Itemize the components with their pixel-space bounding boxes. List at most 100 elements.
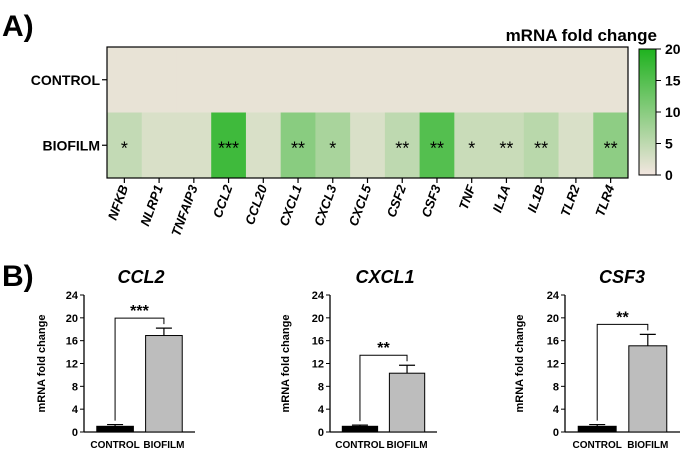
y-tick-label: 12 bbox=[547, 359, 559, 371]
significance-mark: ** bbox=[395, 138, 409, 158]
y-axis-label: mRNA fold change bbox=[280, 315, 292, 413]
panel-label-a: A) bbox=[2, 10, 34, 43]
heatmap-cell bbox=[141, 112, 177, 179]
heatmap-cell bbox=[489, 112, 525, 179]
y-tick-label: 24 bbox=[312, 290, 325, 302]
heatmap-cell bbox=[315, 112, 351, 179]
heatmap-cell bbox=[593, 112, 629, 179]
significance-mark: * bbox=[468, 138, 475, 158]
y-tick-label: 16 bbox=[547, 336, 559, 348]
bar-chart-cxcl1: CXCL1 mRNA fold change 0 4 8 12 16 20 24 CONTROL B… bbox=[280, 267, 437, 451]
column-label: CSF2 bbox=[384, 182, 410, 219]
y-tick-label: 4 bbox=[553, 404, 560, 416]
significance-mark: ** bbox=[499, 138, 513, 158]
heatmap-cell bbox=[211, 47, 247, 113]
bar bbox=[145, 335, 183, 433]
significance-bracket bbox=[596, 323, 649, 421]
bar bbox=[388, 372, 426, 433]
column-label: NFKB bbox=[105, 183, 131, 222]
panel-label-b: B) bbox=[2, 260, 34, 293]
y-tick-label: 16 bbox=[312, 336, 324, 348]
heatmap-cell bbox=[593, 47, 629, 113]
x-tick-label: CONTROL bbox=[90, 440, 139, 451]
column-label: CCL2 bbox=[210, 182, 236, 220]
bar-chart-csf3: CSF3 mRNA fold change 0 4 8 12 16 20 24 CONTROL BI… bbox=[514, 267, 680, 451]
column-label: IL1B bbox=[524, 183, 548, 215]
heatmap-cell bbox=[245, 47, 282, 113]
column-label: NLRP1 bbox=[137, 183, 166, 228]
colorbar-tick-label: 20 bbox=[665, 41, 681, 57]
row-label: CONTROL bbox=[31, 72, 101, 88]
column-label: CXCL3 bbox=[311, 182, 340, 228]
significance-mark: ** bbox=[534, 138, 548, 158]
column-label: IL1A bbox=[490, 183, 514, 215]
x-tick-label: BIOFILM bbox=[386, 440, 427, 451]
heatmap-cell bbox=[384, 47, 421, 113]
heatmap-cell bbox=[176, 47, 212, 113]
heatmap-cell bbox=[523, 47, 560, 113]
significance-mark: * bbox=[121, 138, 128, 158]
heatmap-cell bbox=[315, 47, 351, 113]
y-tick-label: 16 bbox=[66, 336, 78, 348]
y-tick-label: 12 bbox=[312, 359, 324, 371]
bar-chart-title: CCL2 bbox=[117, 267, 164, 287]
bar-chart-ccl2: CCL2 mRNA fold change 0 4 8 12 16 20 24 CONTROL BI… bbox=[36, 267, 195, 451]
y-tick-label: 8 bbox=[553, 381, 559, 393]
heatmap-cell bbox=[489, 47, 525, 113]
y-tick-label: 24 bbox=[66, 290, 79, 302]
bar bbox=[577, 425, 617, 433]
heatmap-title: mRNA fold change bbox=[506, 26, 657, 45]
bar-chart-title: CXCL1 bbox=[355, 267, 414, 287]
heatmap-cell bbox=[211, 112, 247, 179]
significance-mark: ** bbox=[430, 138, 444, 158]
column-label: TNF bbox=[456, 182, 479, 212]
heatmap-cell bbox=[419, 47, 455, 113]
column-label: CXCL5 bbox=[346, 182, 375, 228]
significance-mark: * bbox=[329, 138, 336, 158]
heatmap-cell bbox=[280, 47, 316, 113]
y-tick-label: 20 bbox=[312, 313, 324, 325]
y-tick-label: 4 bbox=[318, 404, 325, 416]
heatmap-cell bbox=[419, 112, 455, 179]
heatmap-cell bbox=[141, 47, 177, 113]
heatmap-cell bbox=[523, 112, 560, 179]
y-tick-label: 0 bbox=[318, 427, 324, 439]
y-tick-label: 20 bbox=[66, 313, 78, 325]
column-label: TNFAIP3 bbox=[168, 182, 201, 238]
y-tick-label: 8 bbox=[72, 381, 78, 393]
colorbar-tick-label: 5 bbox=[665, 136, 673, 152]
y-axis-label: mRNA fold change bbox=[514, 315, 526, 413]
heatmap-cell bbox=[454, 112, 490, 179]
colorbar-tick-label: 10 bbox=[665, 104, 681, 120]
column-label: CSF3 bbox=[418, 182, 444, 219]
column-label: CXCL1 bbox=[276, 183, 305, 228]
y-tick-label: 0 bbox=[553, 427, 559, 439]
colorbar-tick-label: 0 bbox=[665, 167, 673, 183]
heatmap-cell bbox=[280, 112, 316, 179]
heatmap-cell bbox=[558, 112, 594, 179]
y-tick-label: 8 bbox=[318, 381, 324, 393]
x-tick-label: BIOFILM bbox=[627, 440, 668, 451]
column-label: CCL20 bbox=[242, 182, 270, 227]
x-tick-label: BIOFILM bbox=[143, 440, 184, 451]
bar-chart-title: CSF3 bbox=[599, 267, 645, 287]
significance-mark: ** bbox=[616, 309, 629, 326]
bar bbox=[341, 425, 379, 433]
significance-mark: ** bbox=[291, 138, 305, 158]
bar bbox=[628, 345, 668, 433]
y-axis-label: mRNA fold change bbox=[36, 315, 48, 413]
significance-mark: *** bbox=[130, 303, 149, 320]
row-label: BIOFILM bbox=[42, 137, 100, 153]
x-tick-label: CONTROL bbox=[572, 440, 621, 451]
significance-mark: ** bbox=[604, 138, 618, 158]
x-tick-label: CONTROL bbox=[335, 440, 384, 451]
colorbar-tick-label: 15 bbox=[665, 73, 681, 89]
y-tick-label: 4 bbox=[72, 404, 79, 416]
heatmap-cell bbox=[454, 47, 490, 113]
significance-mark: ** bbox=[377, 340, 390, 357]
heatmap-cell bbox=[176, 112, 212, 179]
significance-bracket bbox=[114, 317, 165, 421]
column-label: TLR2 bbox=[558, 182, 583, 218]
